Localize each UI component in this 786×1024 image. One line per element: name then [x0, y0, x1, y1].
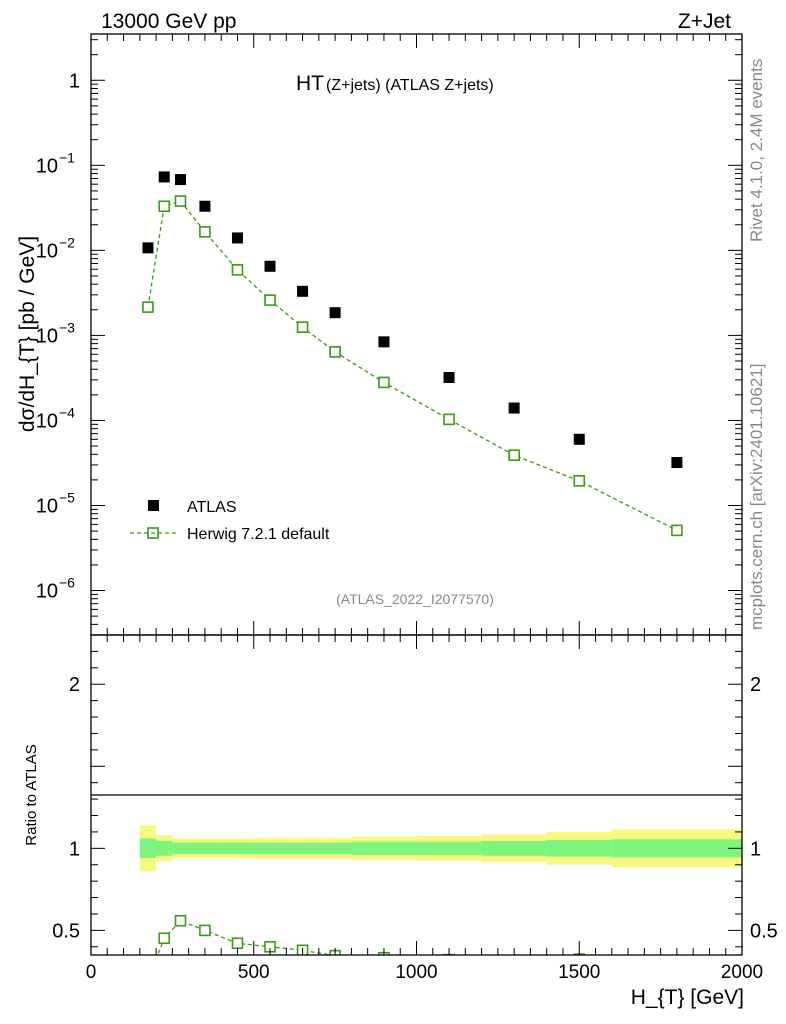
data-point [175, 174, 187, 186]
data-point [264, 260, 276, 272]
legend-mc-label: Herwig 7.2.1 default [187, 526, 330, 543]
mc-point [508, 449, 520, 462]
data-point [231, 232, 243, 244]
ratio-mc-point [143, 974, 153, 984]
ratio-band-inner [156, 840, 173, 856]
mcplots-label: mcplots.cern.ch [arXiv:2401.10621] [747, 364, 766, 630]
ratio-plot-frame [90, 634, 743, 956]
ratio-band-inner [481, 840, 547, 856]
y-axis-label: dσ/dH_{T} [pb / GeV] [16, 236, 39, 432]
ratio-mc-point [231, 937, 244, 950]
ratio-y-tick-label-right: 2 [750, 674, 761, 696]
mc-line [147, 200, 678, 531]
ratio-y-tick-label-right: 0.5 [750, 920, 778, 942]
ratio-mc-point [174, 914, 187, 927]
y-tick-exponent: −5 [59, 489, 75, 505]
mc-point [329, 346, 341, 358]
x-axis-label: H_{T} [GeV] [631, 986, 744, 1009]
ratio-plot: 0 500 1000 1500 2000 2 2 1 1 0.5 0.5 Ratio to ATL… [23, 634, 778, 984]
ratio-band-inner [611, 839, 742, 858]
ratio-band-inner [139, 838, 157, 859]
ratio-band-inner [221, 842, 254, 855]
x-tick-label: 0 [86, 962, 97, 983]
mc-point [231, 264, 244, 276]
y-tick-exponent: −6 [59, 575, 75, 591]
data-point [142, 242, 154, 254]
process-label: Z+Jet [678, 10, 731, 33]
data-point [573, 433, 585, 445]
x-tick-label: 1500 [558, 962, 600, 983]
data-point [443, 371, 455, 383]
y-tick-exponent: −2 [59, 234, 75, 250]
legend-mc-marker [147, 527, 159, 539]
ratio-mc-point [509, 962, 519, 972]
x-tick-label: 500 [238, 962, 270, 983]
ratio-mc-point [158, 932, 171, 945]
legend-data-label: ATLAS [187, 499, 237, 516]
y-tick-label: 10 [36, 240, 58, 262]
mc-point [142, 301, 154, 313]
data-point [508, 402, 520, 414]
y-tick-exponent: −3 [59, 319, 75, 335]
ratio-y-tick-label: 1 [69, 838, 80, 860]
mc-point [296, 321, 309, 333]
legend-data-marker [148, 500, 159, 511]
y-tick-label: 10 [36, 495, 58, 517]
data-point [199, 200, 211, 212]
ratio-band-inner [546, 840, 612, 857]
rivet-label: Rivet 4.1.0, 2.4M events [747, 59, 766, 242]
mc-point [174, 195, 187, 207]
ratio-band-inner [286, 842, 319, 855]
ratio-band-inner [172, 842, 189, 855]
data-point [671, 457, 683, 469]
y-tick-exponent: −1 [59, 149, 75, 165]
energy-label: 13000 GeV pp [101, 10, 236, 33]
mc-point [199, 226, 211, 238]
mc-point [671, 524, 683, 537]
mc-point [264, 294, 276, 306]
mc-point [573, 475, 586, 487]
y-tick-label: 10 [36, 325, 58, 347]
ratio-y-tick-label: 2 [69, 674, 80, 696]
mc-point [443, 413, 455, 426]
x-tick-label: 1000 [395, 962, 437, 983]
y-tick-label: 10 [36, 410, 58, 432]
y-tick-exponent: −4 [59, 404, 75, 420]
data-point [297, 285, 309, 297]
ratio-mc-point [443, 953, 455, 955]
data-point [329, 307, 341, 319]
ratio-mc-point [199, 924, 211, 937]
ratio-y-tick-label-right: 1 [750, 838, 761, 860]
ratio-band-inner [351, 841, 417, 855]
main-plot: 110−110−210−310−410−510−6 HT (Z+jets) (AT… [16, 33, 743, 636]
data-point [158, 171, 170, 183]
y-tick-label: 10 [36, 155, 58, 177]
legend: ATLAS Herwig 7.2.1 default [130, 499, 330, 543]
plot-title: HT (Z+jets) (ATLAS Z+jets) [296, 72, 494, 95]
main-plot-frame [90, 33, 743, 636]
mc-point [158, 200, 171, 213]
analysis-watermark: (ATLAS_2022_I2077570) [336, 591, 494, 607]
x-tick-label: 2000 [721, 962, 763, 983]
ratio-y-axis-label: Ratio to ATLAS [23, 744, 40, 845]
y-tick-label: 10 [36, 581, 58, 603]
data-point [378, 336, 390, 348]
ratio-band-inner [318, 842, 352, 855]
ratio-band-inner [188, 842, 222, 855]
mc-point [378, 376, 390, 389]
ratio-band-inner [416, 841, 482, 855]
ratio-band-inner [253, 842, 287, 855]
ratio-y-tick-label: 0.5 [52, 920, 80, 942]
y-tick-label: 1 [69, 70, 80, 92]
